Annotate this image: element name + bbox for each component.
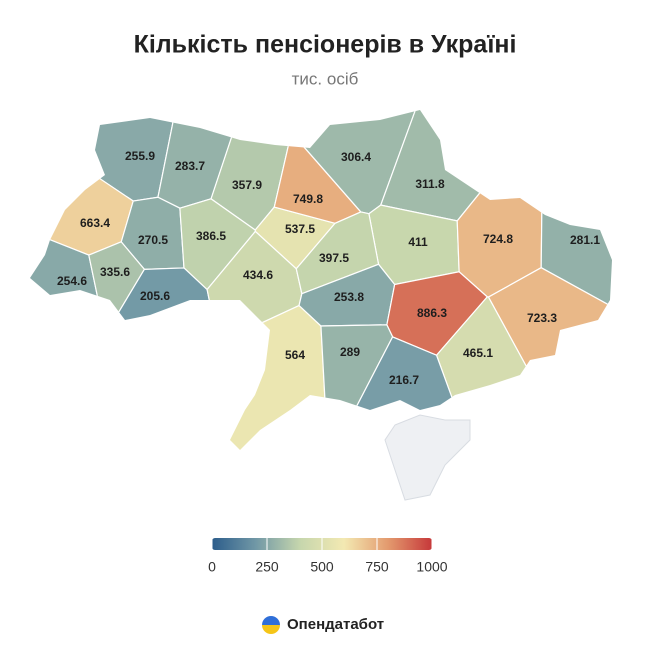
region-label: 283.7 xyxy=(175,159,205,173)
region-label: 564 xyxy=(285,348,305,362)
region-label: 465.1 xyxy=(463,346,493,360)
tick-label: 1000 xyxy=(416,559,447,575)
subtitle: тис. осіб xyxy=(292,69,359,88)
region-label: 270.5 xyxy=(138,233,168,247)
region-label: 434.6 xyxy=(243,268,273,282)
region-label: 254.6 xyxy=(57,274,87,288)
crimea xyxy=(384,414,471,501)
region-label: 724.8 xyxy=(483,232,513,246)
region-label: 663.4 xyxy=(80,216,110,230)
region-label: 397.5 xyxy=(319,251,349,265)
region-label: 253.8 xyxy=(334,290,364,304)
region-label: 749.8 xyxy=(293,192,323,206)
region-label: 289 xyxy=(340,345,360,359)
tick-label: 0 xyxy=(208,559,216,575)
brand-logo xyxy=(262,616,280,634)
region-label: 306.4 xyxy=(341,150,371,164)
region xyxy=(487,267,612,450)
region-label: 537.5 xyxy=(285,222,315,236)
region-label: 386.5 xyxy=(196,229,226,243)
region-label: 411 xyxy=(408,235,428,249)
region-label: 311.8 xyxy=(415,177,445,191)
region xyxy=(30,110,183,202)
brand: Опендатабот xyxy=(287,616,384,633)
tick-label: 750 xyxy=(365,559,389,575)
regions xyxy=(30,110,612,450)
region-label: 216.7 xyxy=(389,373,419,387)
region xyxy=(30,219,107,450)
region-labels: 255.9 283.7 357.9 537.5 749.8 306.4 311.8 663.4… xyxy=(57,149,600,387)
region-label: 205.6 xyxy=(140,289,170,303)
region xyxy=(456,113,544,298)
region-label: 255.9 xyxy=(125,149,155,163)
region-label: 723.3 xyxy=(527,311,557,325)
region xyxy=(71,267,219,450)
region-label: 335.6 xyxy=(100,265,130,279)
region xyxy=(379,110,557,222)
tick-label: 500 xyxy=(310,559,334,575)
title: Кількість пенсіонерів в Україні xyxy=(134,31,517,59)
region-label: 281.1 xyxy=(570,233,600,247)
color-bar-ticks: 0 250 500 750 1000 xyxy=(208,538,448,575)
region-label: 886.3 xyxy=(417,306,447,320)
tick-label: 250 xyxy=(255,559,279,575)
region-label: 357.9 xyxy=(232,178,262,192)
region xyxy=(142,304,329,450)
